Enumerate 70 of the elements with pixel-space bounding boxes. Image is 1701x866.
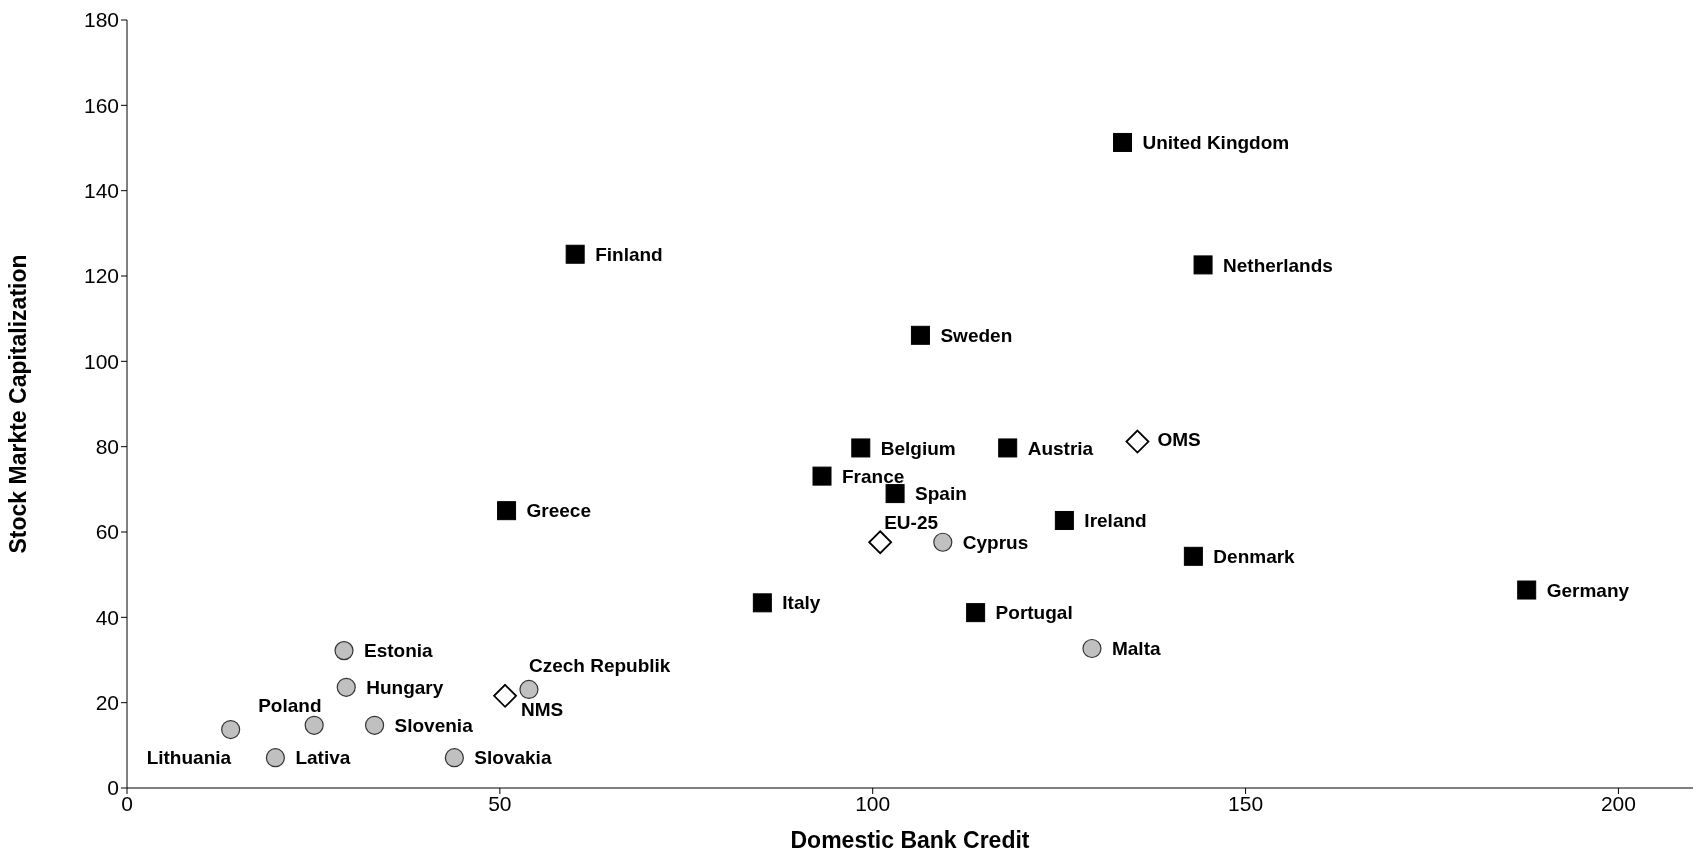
point	[336, 677, 356, 697]
annotation: NMS	[521, 699, 564, 721]
annotation: Czech Republik	[528, 655, 671, 677]
point	[1113, 132, 1133, 152]
annotation: Hungary	[366, 676, 444, 698]
point	[966, 603, 986, 623]
annotation: Slovenia	[394, 714, 474, 736]
annotation: Netherlands	[1223, 254, 1333, 276]
annotation: France	[842, 465, 905, 487]
point	[334, 641, 354, 661]
annotation: Denmark	[1213, 545, 1296, 567]
point	[752, 593, 772, 613]
y-tick-label: 180	[83, 8, 119, 32]
point	[1054, 510, 1074, 530]
annotation: Austria	[1027, 437, 1094, 459]
annotation: Sweden	[940, 324, 1013, 346]
point	[519, 679, 539, 700]
annotation: EU-25	[884, 511, 939, 533]
annotation: Italy	[782, 592, 821, 614]
point	[497, 501, 517, 521]
point	[444, 748, 464, 768]
annotation: United Kingdom	[1142, 132, 1290, 154]
point	[868, 530, 893, 555]
y-tick-label: 80	[95, 435, 119, 459]
annotation: Cyprus	[962, 531, 1029, 553]
annotation: Poland	[258, 694, 322, 716]
y-tick-label: 140	[83, 179, 119, 203]
point	[265, 748, 285, 768]
point	[933, 532, 953, 552]
point	[1193, 255, 1213, 275]
point	[885, 484, 905, 504]
annotation: Estonia	[364, 640, 434, 662]
point	[304, 715, 324, 735]
point	[998, 438, 1018, 458]
point	[910, 325, 930, 345]
annotation: Portugal	[995, 602, 1073, 624]
annotation: Spain	[915, 483, 967, 505]
annotation: Finland	[595, 243, 663, 265]
annotation: Ireland	[1084, 510, 1147, 532]
point	[565, 244, 585, 264]
x-axis-title: Domestic Bank Credit	[790, 827, 1030, 853]
point	[1125, 429, 1150, 454]
point	[1517, 580, 1537, 600]
y-tick-label: 120	[83, 264, 119, 288]
point	[221, 719, 241, 740]
point	[1183, 546, 1203, 566]
y-tick-label: 60	[95, 520, 119, 544]
point	[1082, 638, 1102, 659]
x-tick-label: 150	[1228, 791, 1264, 815]
annotation: Slovakia	[474, 747, 552, 769]
x-tick-label: 50	[488, 791, 512, 815]
annotation: Germany	[1546, 579, 1630, 601]
x-tick-label: 100	[855, 791, 891, 815]
annotation: OMS	[1157, 429, 1201, 451]
point	[851, 438, 871, 458]
annotation: Lithuania	[146, 747, 232, 769]
y-tick-label: 100	[83, 349, 119, 373]
point	[364, 715, 385, 735]
y-tick-label: 160	[83, 93, 119, 117]
x-tick-label: 200	[1600, 791, 1636, 815]
point	[812, 466, 832, 486]
annotation: Greece	[526, 500, 592, 522]
y-tick-label: 0	[107, 776, 119, 800]
point	[493, 683, 517, 708]
annotation: Malta	[1111, 638, 1161, 660]
annotation: Lativa	[295, 747, 351, 769]
annotation: Belgium	[880, 437, 956, 459]
y-tick-label: 20	[95, 691, 119, 715]
y-tick-label: 40	[95, 605, 119, 629]
y-axis-title: Stock Markte Capitalization	[5, 254, 32, 554]
